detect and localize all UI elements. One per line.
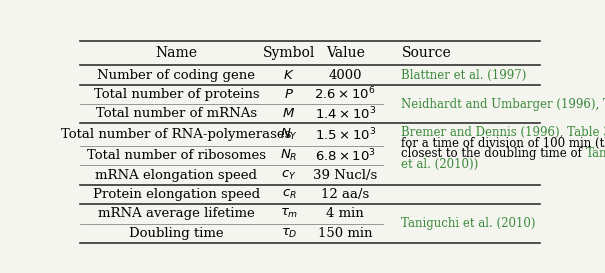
Text: $K$: $K$ bbox=[283, 69, 295, 82]
Text: Total number of proteins: Total number of proteins bbox=[94, 88, 260, 101]
Text: Neidhardt and Umbarger (1996), Table1: Neidhardt and Umbarger (1996), Table1 bbox=[402, 98, 605, 111]
Text: $c_R$: $c_R$ bbox=[281, 188, 296, 201]
Text: $6.8 \times 10^{3}$: $6.8 \times 10^{3}$ bbox=[315, 147, 376, 164]
Text: 4 min: 4 min bbox=[326, 207, 364, 220]
Text: Symbol: Symbol bbox=[263, 46, 315, 60]
Text: Number of coding gene: Number of coding gene bbox=[97, 69, 255, 82]
Text: $N_R$: $N_R$ bbox=[280, 148, 298, 163]
Text: $\tau_m$: $\tau_m$ bbox=[280, 207, 298, 221]
Text: $M$: $M$ bbox=[283, 107, 295, 120]
Text: 12 aa/s: 12 aa/s bbox=[321, 188, 370, 201]
Text: Bremer and Dennis (1996), Table 3,: Bremer and Dennis (1996), Table 3, bbox=[402, 126, 605, 139]
Text: 39 Nucl/s: 39 Nucl/s bbox=[313, 169, 378, 182]
Text: Total number of RNA-polymerases: Total number of RNA-polymerases bbox=[61, 128, 292, 141]
Text: Value: Value bbox=[325, 46, 365, 60]
Text: Source: Source bbox=[402, 46, 451, 60]
Text: Blattner et al. (1997): Blattner et al. (1997) bbox=[402, 69, 527, 82]
Text: Taniguchi: Taniguchi bbox=[586, 147, 605, 161]
Text: $2.6 \times 10^{6}$: $2.6 \times 10^{6}$ bbox=[315, 86, 376, 103]
Text: Protein elongation speed: Protein elongation speed bbox=[93, 188, 260, 201]
Text: $c_Y$: $c_Y$ bbox=[281, 169, 296, 182]
Text: Taniguchi et al. (2010): Taniguchi et al. (2010) bbox=[402, 217, 536, 230]
Text: mRNA elongation speed: mRNA elongation speed bbox=[96, 169, 258, 182]
Text: for a time of division of 100 min (the: for a time of division of 100 min (the bbox=[402, 136, 605, 150]
Text: Doubling time: Doubling time bbox=[129, 227, 224, 240]
Text: Total number of ribosomes: Total number of ribosomes bbox=[87, 149, 266, 162]
Text: $\tau_D$: $\tau_D$ bbox=[281, 227, 297, 240]
Text: 4000: 4000 bbox=[329, 69, 362, 82]
Text: closest to the doubling time of: closest to the doubling time of bbox=[402, 147, 586, 161]
Text: mRNA average lifetime: mRNA average lifetime bbox=[98, 207, 255, 220]
Text: $P$: $P$ bbox=[284, 88, 294, 101]
Text: Name: Name bbox=[155, 46, 197, 60]
Text: 150 min: 150 min bbox=[318, 227, 373, 240]
Text: $1.5 \times 10^{3}$: $1.5 \times 10^{3}$ bbox=[315, 126, 376, 143]
Text: $N_Y$: $N_Y$ bbox=[280, 127, 298, 142]
Text: Total number of mRNAs: Total number of mRNAs bbox=[96, 107, 257, 120]
Text: et al. (2010)): et al. (2010)) bbox=[402, 158, 479, 171]
Text: $1.4 \times 10^{3}$: $1.4 \times 10^{3}$ bbox=[315, 105, 376, 122]
